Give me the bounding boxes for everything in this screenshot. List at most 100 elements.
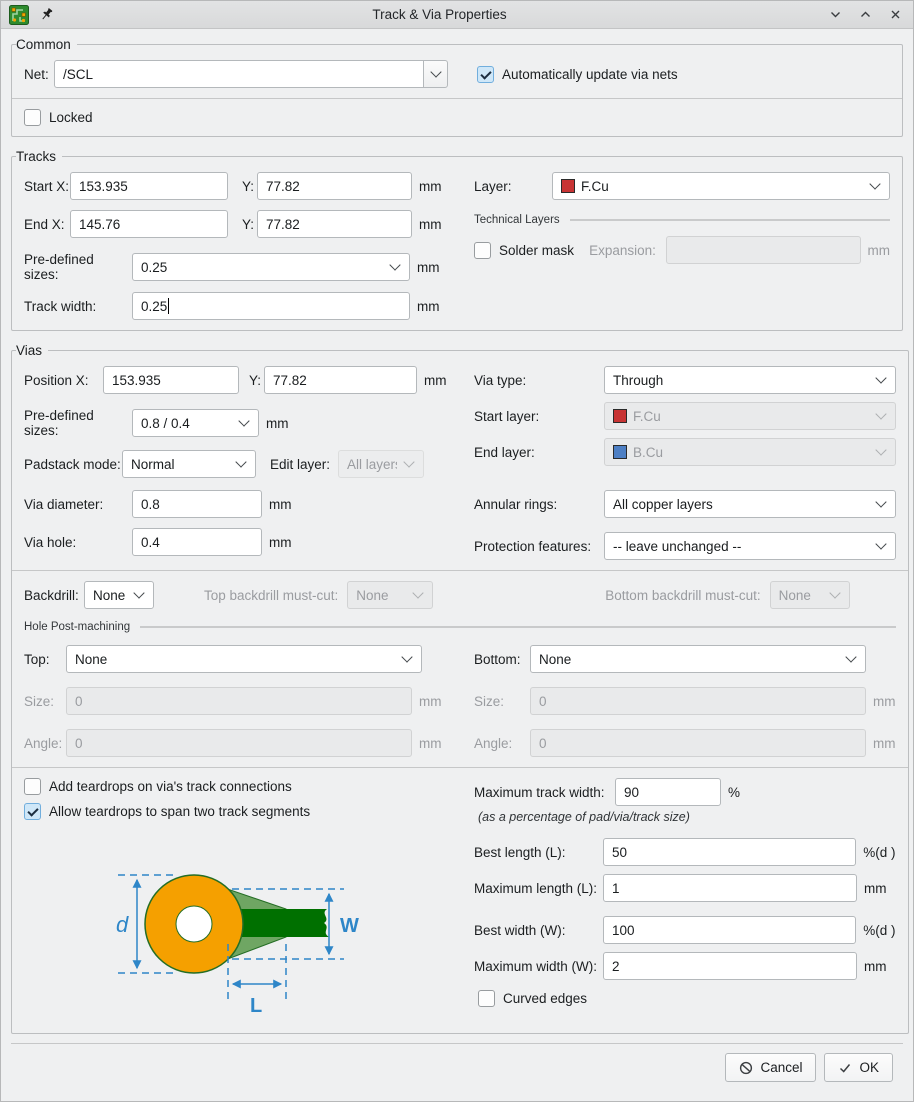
via-diameter-label: Via diameter:	[24, 496, 104, 512]
spacer	[474, 466, 896, 490]
top-backdrill-value: None	[356, 587, 389, 603]
via-diameter-input[interactable]: 0.8	[132, 490, 262, 518]
hole-bottom-angle-value: 0	[539, 735, 547, 751]
max-track-width-input[interactable]: 90	[615, 778, 721, 806]
padstack-mode-select[interactable]: Normal	[122, 450, 256, 478]
unit-label: mm	[417, 298, 440, 314]
chevron-down-icon	[403, 456, 415, 468]
via-predefined-label: Pre-defined sizes:	[24, 408, 94, 438]
track-predefined-select[interactable]: 0.25	[132, 253, 410, 281]
via-type-select[interactable]: Through	[604, 366, 896, 394]
common-legend: Common	[16, 37, 71, 52]
solder-mask-checkbox[interactable]	[474, 241, 491, 259]
hole-post-machining-label: Hole Post-machining	[24, 621, 131, 633]
start-x-input[interactable]: 153.935	[70, 172, 228, 200]
backdrill-value: None	[93, 587, 126, 603]
padstack-mode-value: Normal	[131, 456, 175, 472]
close-button[interactable]	[885, 5, 905, 25]
protection-features-select[interactable]: -- leave unchanged --	[604, 532, 896, 560]
locked-checkbox[interactable]	[24, 109, 41, 126]
max-track-width-value: 90	[624, 784, 640, 800]
hole-post-left-column: Top: None Size: 0 mm Angle: 0	[24, 645, 474, 757]
end-layer-select: B.Cu	[604, 438, 896, 466]
via-type-label: Via type:	[474, 372, 527, 388]
best-length-input[interactable]: 50	[603, 838, 857, 866]
kicad-app-icon[interactable]	[9, 4, 29, 25]
window-title: Track & Via Properties	[372, 7, 507, 22]
ok-button[interactable]: OK	[824, 1053, 893, 1082]
auto-update-checkbox[interactable]	[477, 65, 494, 83]
hole-top-size-label: Size:	[24, 693, 55, 709]
via-hole-label: Via hole:	[24, 534, 77, 550]
max-track-width-label: Maximum track width:	[474, 784, 605, 800]
net-combobox: /SCL	[54, 60, 448, 88]
hole-bottom-angle-label: Angle:	[474, 735, 513, 751]
via-position-y-input[interactable]: 77.82	[264, 366, 417, 394]
end-x-value: 145.76	[79, 216, 121, 232]
best-width-input[interactable]: 100	[603, 916, 857, 944]
bottom-backdrill-select: None	[769, 581, 850, 609]
hole-bottom-size-value: 0	[539, 693, 547, 709]
via-predefined-select[interactable]: 0.8 / 0.4	[132, 409, 259, 437]
shade-button[interactable]	[825, 5, 845, 25]
track-width-input[interactable]: 0.25	[132, 292, 410, 320]
divider	[569, 219, 890, 221]
pin-icon[interactable]	[39, 7, 54, 22]
expansion-input	[665, 236, 861, 264]
via-hole-input[interactable]: 0.4	[132, 528, 262, 556]
track-width-value: 0.25	[141, 298, 168, 314]
unit-label: mm	[867, 242, 891, 258]
annular-rings-select[interactable]: All copper layers	[604, 490, 896, 518]
via-hole-value: 0.4	[141, 534, 160, 550]
unit-label: mm	[873, 735, 896, 751]
net-input[interactable]: /SCL	[54, 60, 424, 88]
backdrill-select[interactable]: None	[84, 581, 154, 609]
maximize-button[interactable]	[855, 5, 875, 25]
divider	[140, 626, 896, 628]
unit-label: mm	[864, 958, 887, 974]
via-position-x-input[interactable]: 153.935	[103, 366, 239, 394]
chevron-down-icon	[429, 66, 442, 78]
hole-top-value: None	[75, 651, 108, 667]
locked-label: Locked	[49, 110, 93, 125]
span-teardrops-label: Allow teardrops to span two track segmen…	[49, 804, 311, 819]
start-y-label: Y:	[242, 178, 255, 194]
add-teardrops-checkbox[interactable]	[24, 778, 41, 795]
unit-label: mm	[417, 259, 440, 275]
diagram-d-label: d	[116, 912, 129, 937]
vias-right-column: Via type: Through Start layer: F.Cu	[474, 366, 896, 560]
unit-label: %(d )	[863, 922, 896, 938]
curved-edges-checkbox[interactable]	[478, 990, 495, 1007]
max-width-input[interactable]: 2	[603, 952, 857, 980]
end-y-input[interactable]: 77.82	[257, 210, 412, 238]
max-length-input[interactable]: 1	[603, 874, 857, 902]
net-label: Net:	[24, 66, 49, 82]
hole-bottom-select[interactable]: None	[530, 645, 866, 673]
chevron-down-icon	[828, 587, 841, 599]
divider	[12, 767, 908, 768]
hole-top-select[interactable]: None	[66, 645, 422, 673]
cancel-icon	[740, 1061, 753, 1074]
start-layer-label: Start layer:	[474, 408, 540, 424]
hole-post-right-column: Bottom: None Size: 0 mm Angle: 0	[474, 645, 896, 757]
locked-row: Locked	[24, 109, 890, 126]
chevron-down-icon	[238, 415, 250, 427]
unit-label: %	[728, 784, 741, 800]
cancel-button[interactable]: Cancel	[725, 1053, 817, 1082]
via-predefined-value: 0.8 / 0.4	[141, 415, 190, 431]
layer-select[interactable]: F.Cu	[552, 172, 890, 200]
unit-label: mm	[266, 415, 289, 431]
via-hole-shape	[175, 905, 213, 943]
hole-bottom-size-input: 0	[530, 687, 866, 715]
end-y-label: Y:	[242, 216, 255, 232]
span-teardrops-checkbox[interactable]	[24, 803, 41, 820]
start-y-input[interactable]: 77.82	[257, 172, 412, 200]
vias-left-column: Position X: 153.935 Y: 77.82 mm Pre-defi…	[24, 366, 474, 560]
technical-layers-header: Technical Layers	[474, 214, 890, 226]
net-dropdown-button[interactable]	[423, 60, 448, 88]
best-width-value: 100	[612, 922, 635, 938]
top-backdrill-label: Top backdrill must-cut:	[204, 587, 339, 603]
annular-rings-label: Annular rings:	[474, 496, 558, 512]
end-x-input[interactable]: 145.76	[70, 210, 228, 238]
start-x-label: Start X:	[24, 178, 70, 194]
